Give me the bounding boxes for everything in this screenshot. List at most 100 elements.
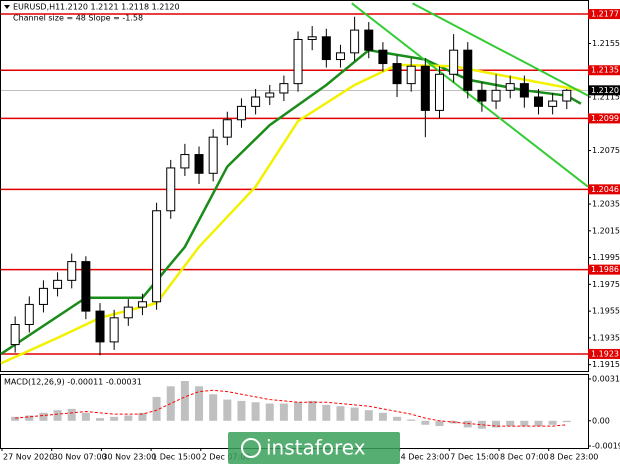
level-label-box	[588, 9, 620, 20]
ohlc-text: 1.2120 1.2121 1.2118 1.2120	[60, 3, 180, 12]
candle-body	[420, 65, 430, 111]
candle-body	[335, 52, 345, 61]
candle-body	[222, 119, 232, 138]
macd-bar	[407, 419, 416, 421]
x-tick-label: 1 Dec 15:00	[152, 453, 201, 462]
candle-body	[180, 154, 190, 169]
macd-bar	[322, 404, 331, 421]
macd-bar	[421, 420, 430, 425]
channel-line	[351, 2, 589, 188]
macd-bar	[152, 396, 161, 421]
macd-bar	[492, 420, 501, 428]
macd-bar	[506, 420, 515, 427]
macd-bar	[251, 402, 260, 421]
level-label-box	[588, 65, 620, 76]
candle-body	[491, 89, 501, 102]
candle-body	[123, 306, 133, 319]
candle-body	[67, 261, 77, 281]
y-tick-label: 1.2155	[592, 39, 620, 48]
macd-bar	[520, 420, 529, 427]
macd-bar	[81, 412, 90, 421]
watermark-box	[228, 432, 400, 464]
candle-body	[548, 100, 558, 107]
macd-bar	[378, 412, 387, 421]
macd-bar	[195, 386, 204, 421]
x-tick-label: 8 Dec 23:00	[550, 453, 599, 462]
y-tick-label: 1.2075	[592, 146, 620, 155]
candle-body	[533, 96, 543, 107]
macd-bar	[209, 394, 218, 421]
macd-bar	[25, 415, 34, 421]
candle-body	[208, 136, 218, 174]
candle-body	[434, 73, 444, 111]
macd-bar	[124, 415, 133, 421]
y-tick-label: 0.00	[592, 416, 610, 425]
candle-body	[10, 324, 20, 346]
x-tick-label: 4 Dec 23:00	[401, 453, 450, 462]
level-label-box	[588, 264, 620, 275]
channel-line	[412, 2, 589, 97]
candle-body	[53, 279, 63, 289]
macd-bar	[477, 420, 486, 429]
macd-bar	[364, 410, 373, 421]
y-tick-label: 1.1995	[592, 253, 620, 262]
macd-bar	[393, 416, 402, 421]
macd-bar	[11, 416, 20, 421]
candle-body	[81, 261, 91, 312]
candle-body	[95, 310, 105, 343]
level-label-box	[588, 113, 620, 124]
candle-body	[194, 154, 204, 174]
candle-body	[279, 83, 289, 94]
macd-bar	[350, 407, 359, 421]
macd-bar	[223, 399, 232, 421]
macd-bar	[279, 403, 288, 421]
level-label: 1.2177	[591, 10, 619, 19]
macd-bar	[67, 408, 76, 421]
x-tick-label: 30 Nov 07:00	[53, 453, 107, 462]
candle-body	[406, 65, 416, 85]
candle-body	[519, 83, 529, 98]
macd-bar	[534, 420, 543, 427]
candle-body	[137, 301, 147, 308]
y-tick-label: 1.1955	[592, 307, 620, 316]
macd-bar	[180, 380, 189, 421]
candle-body	[265, 92, 275, 98]
y-tick-label: 1.1915	[592, 360, 620, 369]
level-label: 1.2099	[591, 114, 619, 123]
candle-body	[152, 210, 162, 303]
macd-bar	[96, 418, 105, 421]
x-tick-label: 2 Dec 07:00	[202, 453, 251, 462]
candle-body	[449, 49, 459, 75]
macd-bar	[294, 402, 303, 421]
macd-bar	[166, 386, 175, 421]
macd-bar	[265, 403, 274, 421]
macd-bar	[308, 400, 317, 421]
watermark: instaforex	[228, 432, 400, 464]
signal-line	[15, 389, 567, 427]
candle-body	[321, 36, 331, 61]
macd-bar	[39, 412, 48, 421]
candle-body	[378, 49, 388, 65]
macd-bar	[138, 412, 147, 421]
level-label: 1.1986	[591, 265, 619, 274]
candle-body	[505, 83, 515, 91]
candle-body	[166, 167, 176, 212]
macd-bar	[463, 420, 472, 428]
symbol: EURUSD,H1	[13, 3, 60, 12]
macd-bar	[237, 400, 246, 421]
level-label: 1.2046	[591, 185, 619, 194]
y-tick-label: -0.00190	[592, 442, 620, 451]
y-tick-label: 1.2115	[592, 93, 620, 102]
candle-body	[392, 63, 402, 85]
x-tick-label: 8 Dec 07:00	[500, 453, 549, 462]
y-tick-label: 0.00315	[592, 375, 620, 384]
level-label: 1.2135	[591, 66, 619, 75]
macd-bar	[562, 420, 571, 423]
x-tick-label: 30 Nov 23:00	[102, 453, 156, 462]
candle-body	[251, 96, 261, 107]
x-tick-label: 27 Nov 2020	[3, 453, 54, 462]
macd-bar	[435, 420, 444, 427]
menu-arrow	[4, 5, 10, 9]
candle-body	[350, 29, 360, 54]
